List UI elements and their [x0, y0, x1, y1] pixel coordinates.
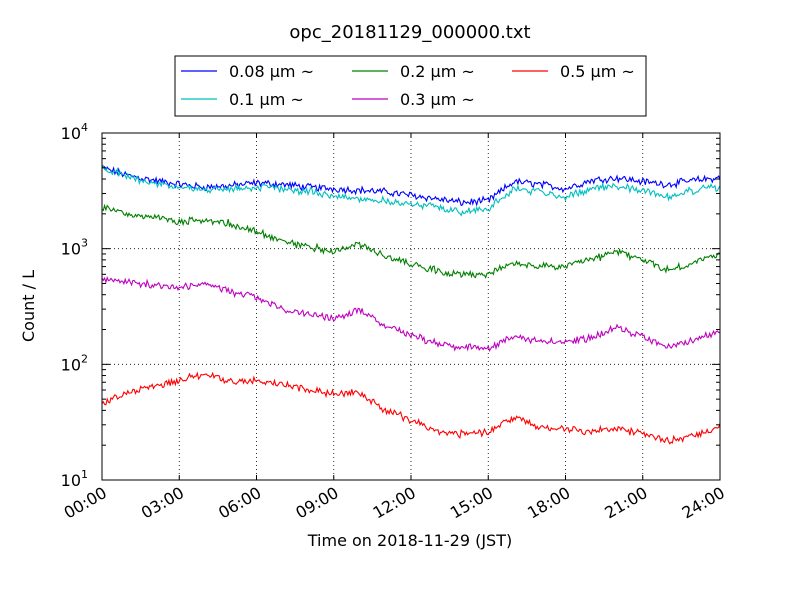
x-tick-label: 21:00 — [601, 483, 650, 523]
series-line — [101, 203, 721, 279]
legend-box — [174, 55, 647, 117]
y-axis-label: Count / L — [19, 270, 38, 342]
series-line — [101, 371, 721, 445]
legend: 0.08 μm ~ 0.1 μm ~ 0.2 μm ~ 0.3 μm ~ 0.5 μm … — [174, 55, 647, 117]
y-tick-label: 104 — [61, 121, 88, 143]
x-tick-label: 09:00 — [292, 483, 341, 523]
legend-label: 0.5 μm ~ — [560, 62, 635, 81]
legend-label: 0.1 μm ~ — [229, 90, 304, 109]
legend-label: 0.3 μm ~ — [400, 90, 475, 109]
x-tick-label: 15:00 — [447, 483, 496, 523]
x-tick-label: 18:00 — [524, 483, 573, 523]
x-tick-label: 24:00 — [679, 483, 728, 523]
series-line — [101, 275, 721, 352]
x-axis-label: Time on 2018-11-29 (JST) — [307, 531, 512, 550]
y-tick-label: 102 — [61, 352, 88, 374]
y-tick-label: 101 — [61, 468, 88, 490]
series-lines — [101, 164, 721, 445]
x-tick-label: 12:00 — [370, 483, 419, 523]
grid-lines — [102, 133, 720, 480]
chart-title: opc_20181129_000000.txt — [289, 22, 530, 43]
series-line — [101, 164, 721, 217]
legend-label: 0.08 μm ~ — [229, 62, 314, 81]
x-tick-label: 06:00 — [215, 483, 264, 523]
x-tick-label: 03:00 — [138, 483, 187, 523]
y-tick-label: 103 — [61, 237, 88, 259]
legend-label: 0.2 μm ~ — [400, 62, 475, 81]
